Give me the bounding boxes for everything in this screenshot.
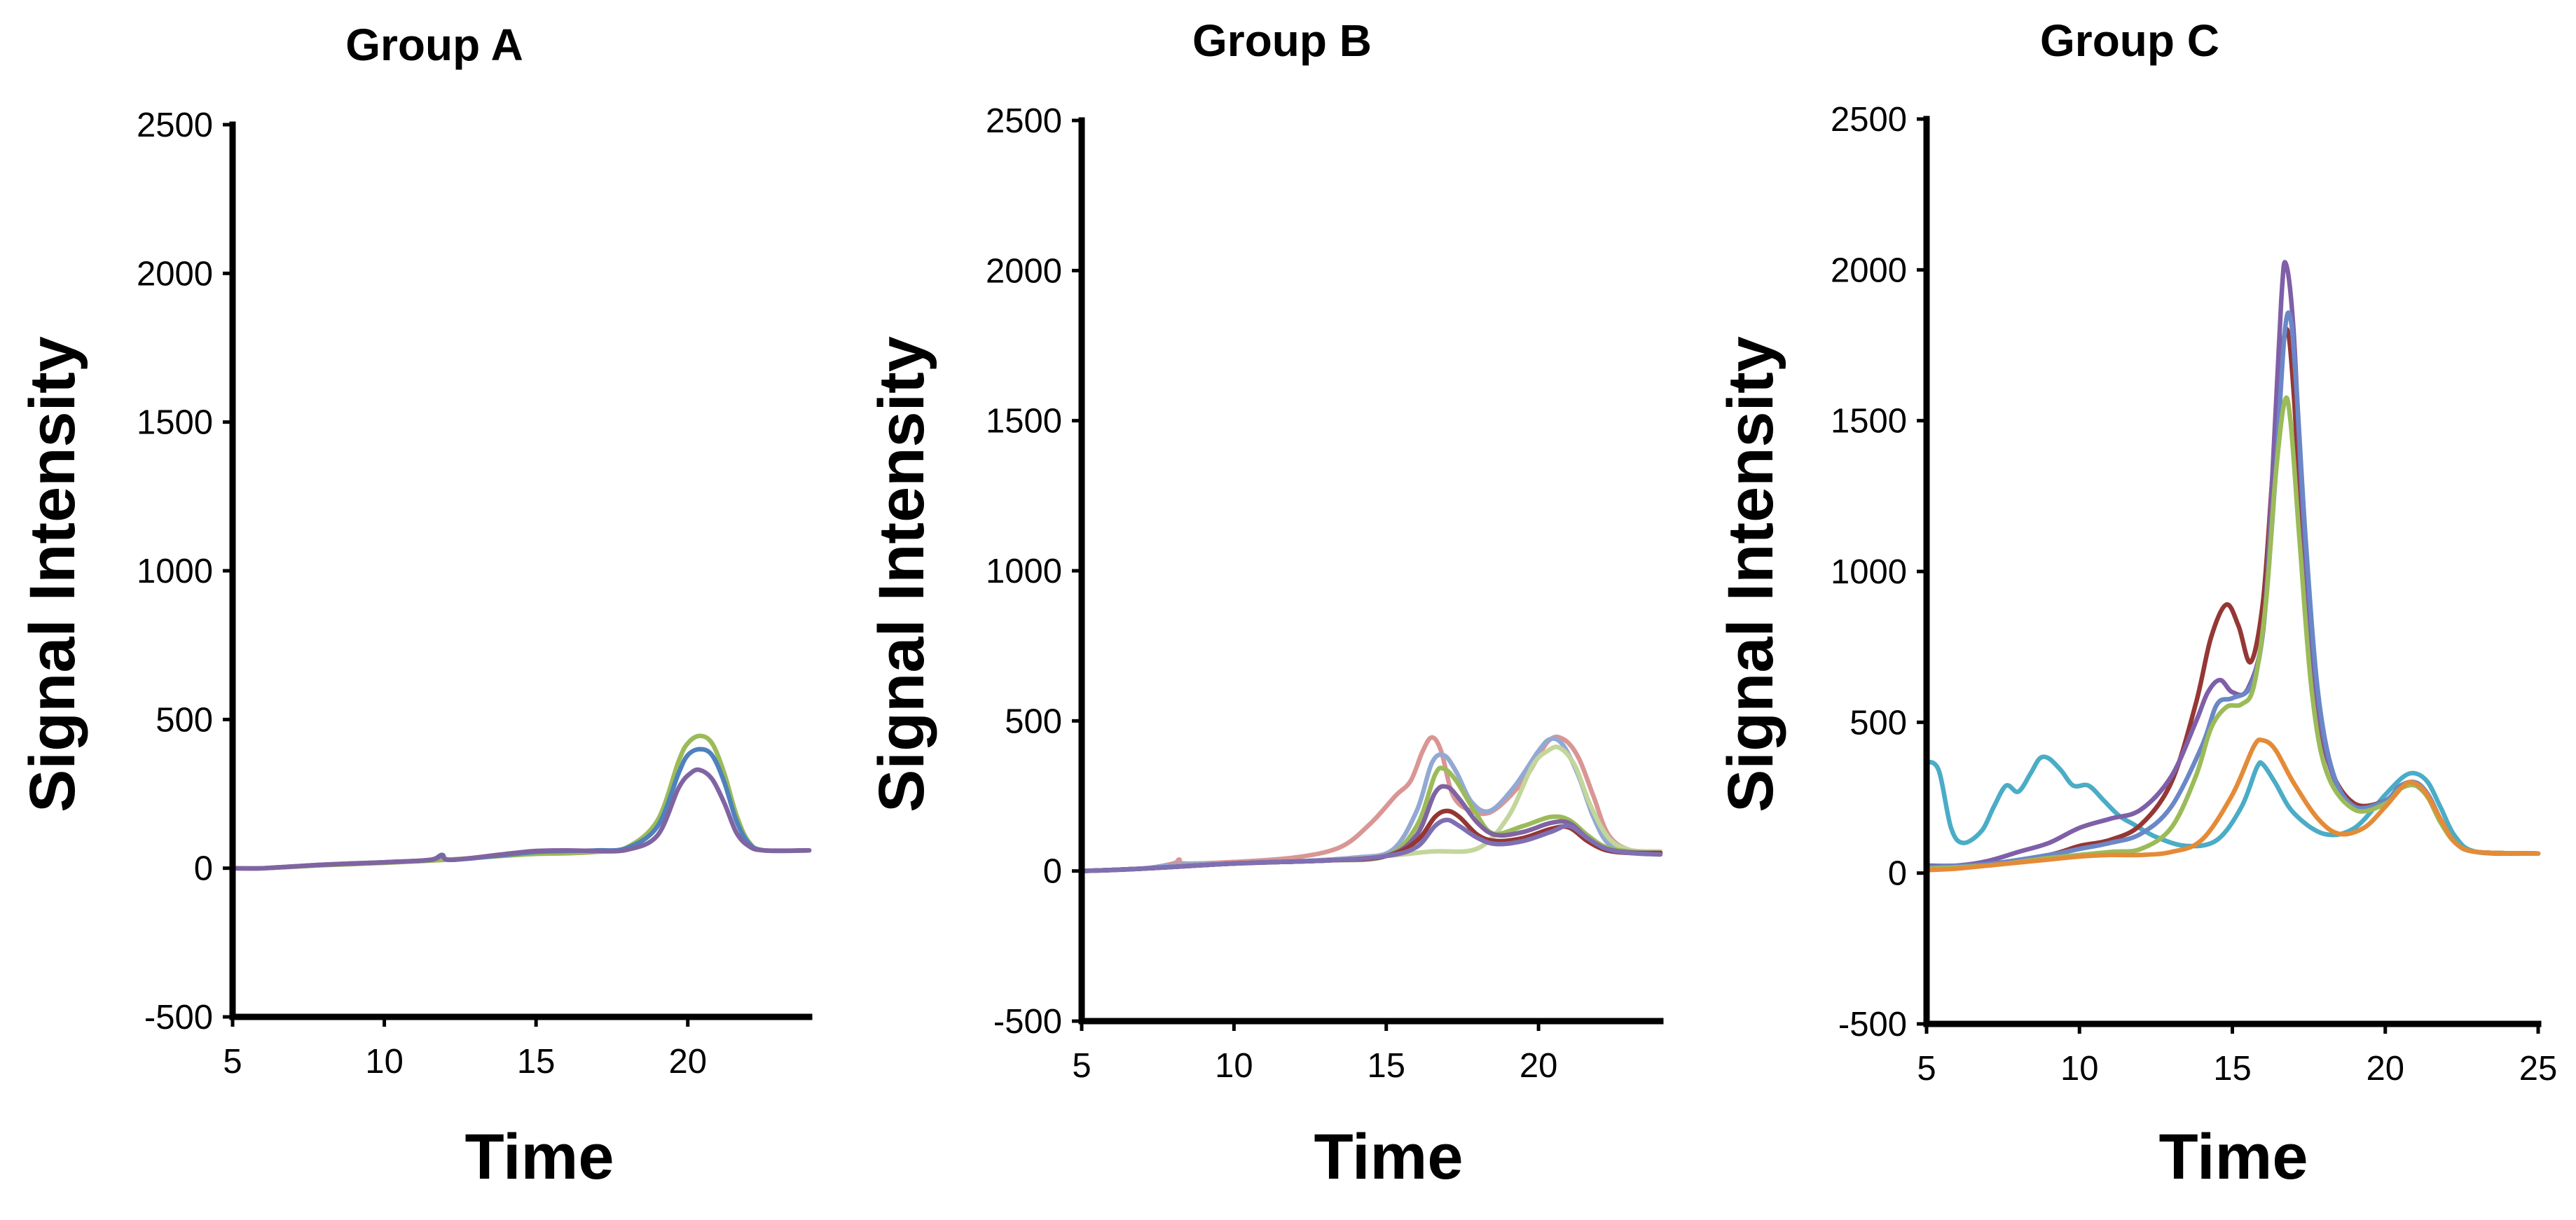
y-tick-label: 2500 [1831, 101, 1907, 139]
y-tick-labels: -500 0 500 1000 1500 2000 2500 [1831, 101, 1907, 1044]
x-tick-label: 20 [2366, 1050, 2404, 1088]
chart-title: Group C [2040, 15, 2219, 66]
x-tick-labels: 5 10 15 20 [1072, 1047, 1557, 1085]
x-tick-label: 15 [1367, 1047, 1405, 1085]
y-tick-label: 2000 [137, 255, 213, 293]
series-line-c4 [1924, 310, 2541, 870]
y-tick-label: 1500 [986, 403, 1062, 441]
y-tick-label: 0 [194, 850, 213, 888]
chart-title: Group B [1192, 15, 1372, 66]
y-tick-label: 0 [1043, 853, 1062, 891]
y-tick-label: 1500 [1831, 403, 1907, 441]
y-tick-label: 1000 [1831, 553, 1907, 591]
panel-group-a: Group A Time Signal Intensity -500 0 500 10… [17, 20, 813, 1193]
series-lines [1924, 260, 2541, 873]
y-tick-label: -500 [993, 1003, 1062, 1041]
x-axis-label: Time [1314, 1121, 1463, 1193]
series-lines [230, 733, 812, 871]
series-line-c1 [1924, 754, 2541, 857]
axes [1072, 117, 1664, 1031]
x-tick-label: 5 [223, 1043, 242, 1081]
y-tick-label: -500 [144, 999, 213, 1037]
y-tick-label: -500 [1838, 1006, 1907, 1044]
x-tick-label: 5 [1072, 1047, 1091, 1085]
y-tick-label: 500 [156, 701, 213, 739]
x-tick-label: 20 [1520, 1047, 1558, 1085]
y-tick-label: 1000 [137, 553, 213, 590]
x-tick-label: 15 [2213, 1050, 2252, 1088]
axes [1917, 116, 2542, 1034]
series-line-b1 [1079, 734, 1663, 873]
chart-title: Group A [345, 20, 523, 70]
y-tick-labels: -500 0 500 1000 1500 2000 2500 [137, 106, 213, 1037]
y-tick-label: 2500 [137, 106, 213, 144]
x-tick-label: 10 [2060, 1050, 2099, 1088]
series-line-b7 [1079, 817, 1663, 873]
y-tick-label: 500 [1850, 704, 1907, 742]
y-axis-label: Signal Intensity [1715, 336, 1786, 812]
panel-group-c: Group C Time Signal Intensity -500 0 500 10… [1715, 15, 2557, 1193]
x-tick-label: 20 [668, 1043, 707, 1081]
y-axis-label: Signal Intensity [866, 336, 937, 812]
series-line-c3 [1924, 260, 2541, 868]
y-axis-label: Signal Intensity [17, 336, 88, 812]
y-tick-label: 0 [1888, 855, 1907, 893]
x-tick-label: 5 [1917, 1050, 1936, 1088]
axes [223, 121, 813, 1027]
series-line-b3 [1079, 744, 1663, 873]
panel-group-b: Group B Time Signal Intensity -500 0 500 10… [866, 15, 1664, 1193]
y-tick-label: 1500 [137, 404, 213, 442]
y-tick-label: 500 [1005, 702, 1062, 740]
x-tick-label: 10 [1215, 1047, 1253, 1085]
y-tick-label: 1000 [986, 553, 1062, 590]
x-tick-labels: 5 10 15 20 [223, 1043, 707, 1081]
x-tick-labels: 5 10 15 20 25 [1917, 1050, 2557, 1088]
x-tick-label: 15 [517, 1043, 556, 1081]
series-line-a3 [230, 767, 812, 871]
y-tick-label: 2500 [986, 102, 1062, 140]
series-line-c2 [1924, 326, 2541, 870]
series-lines [1079, 734, 1663, 873]
x-axis-label: Time [464, 1121, 614, 1193]
y-tick-label: 2000 [986, 252, 1062, 290]
y-tick-label: 2000 [1831, 251, 1907, 289]
x-tick-label: 10 [365, 1043, 404, 1081]
x-axis-label: Time [2158, 1121, 2308, 1193]
y-tick-labels: -500 0 500 1000 1500 2000 2500 [986, 102, 1062, 1041]
series-line-c6 [1924, 737, 2541, 873]
series-line-b2 [1079, 736, 1663, 873]
x-tick-label: 25 [2519, 1050, 2558, 1088]
